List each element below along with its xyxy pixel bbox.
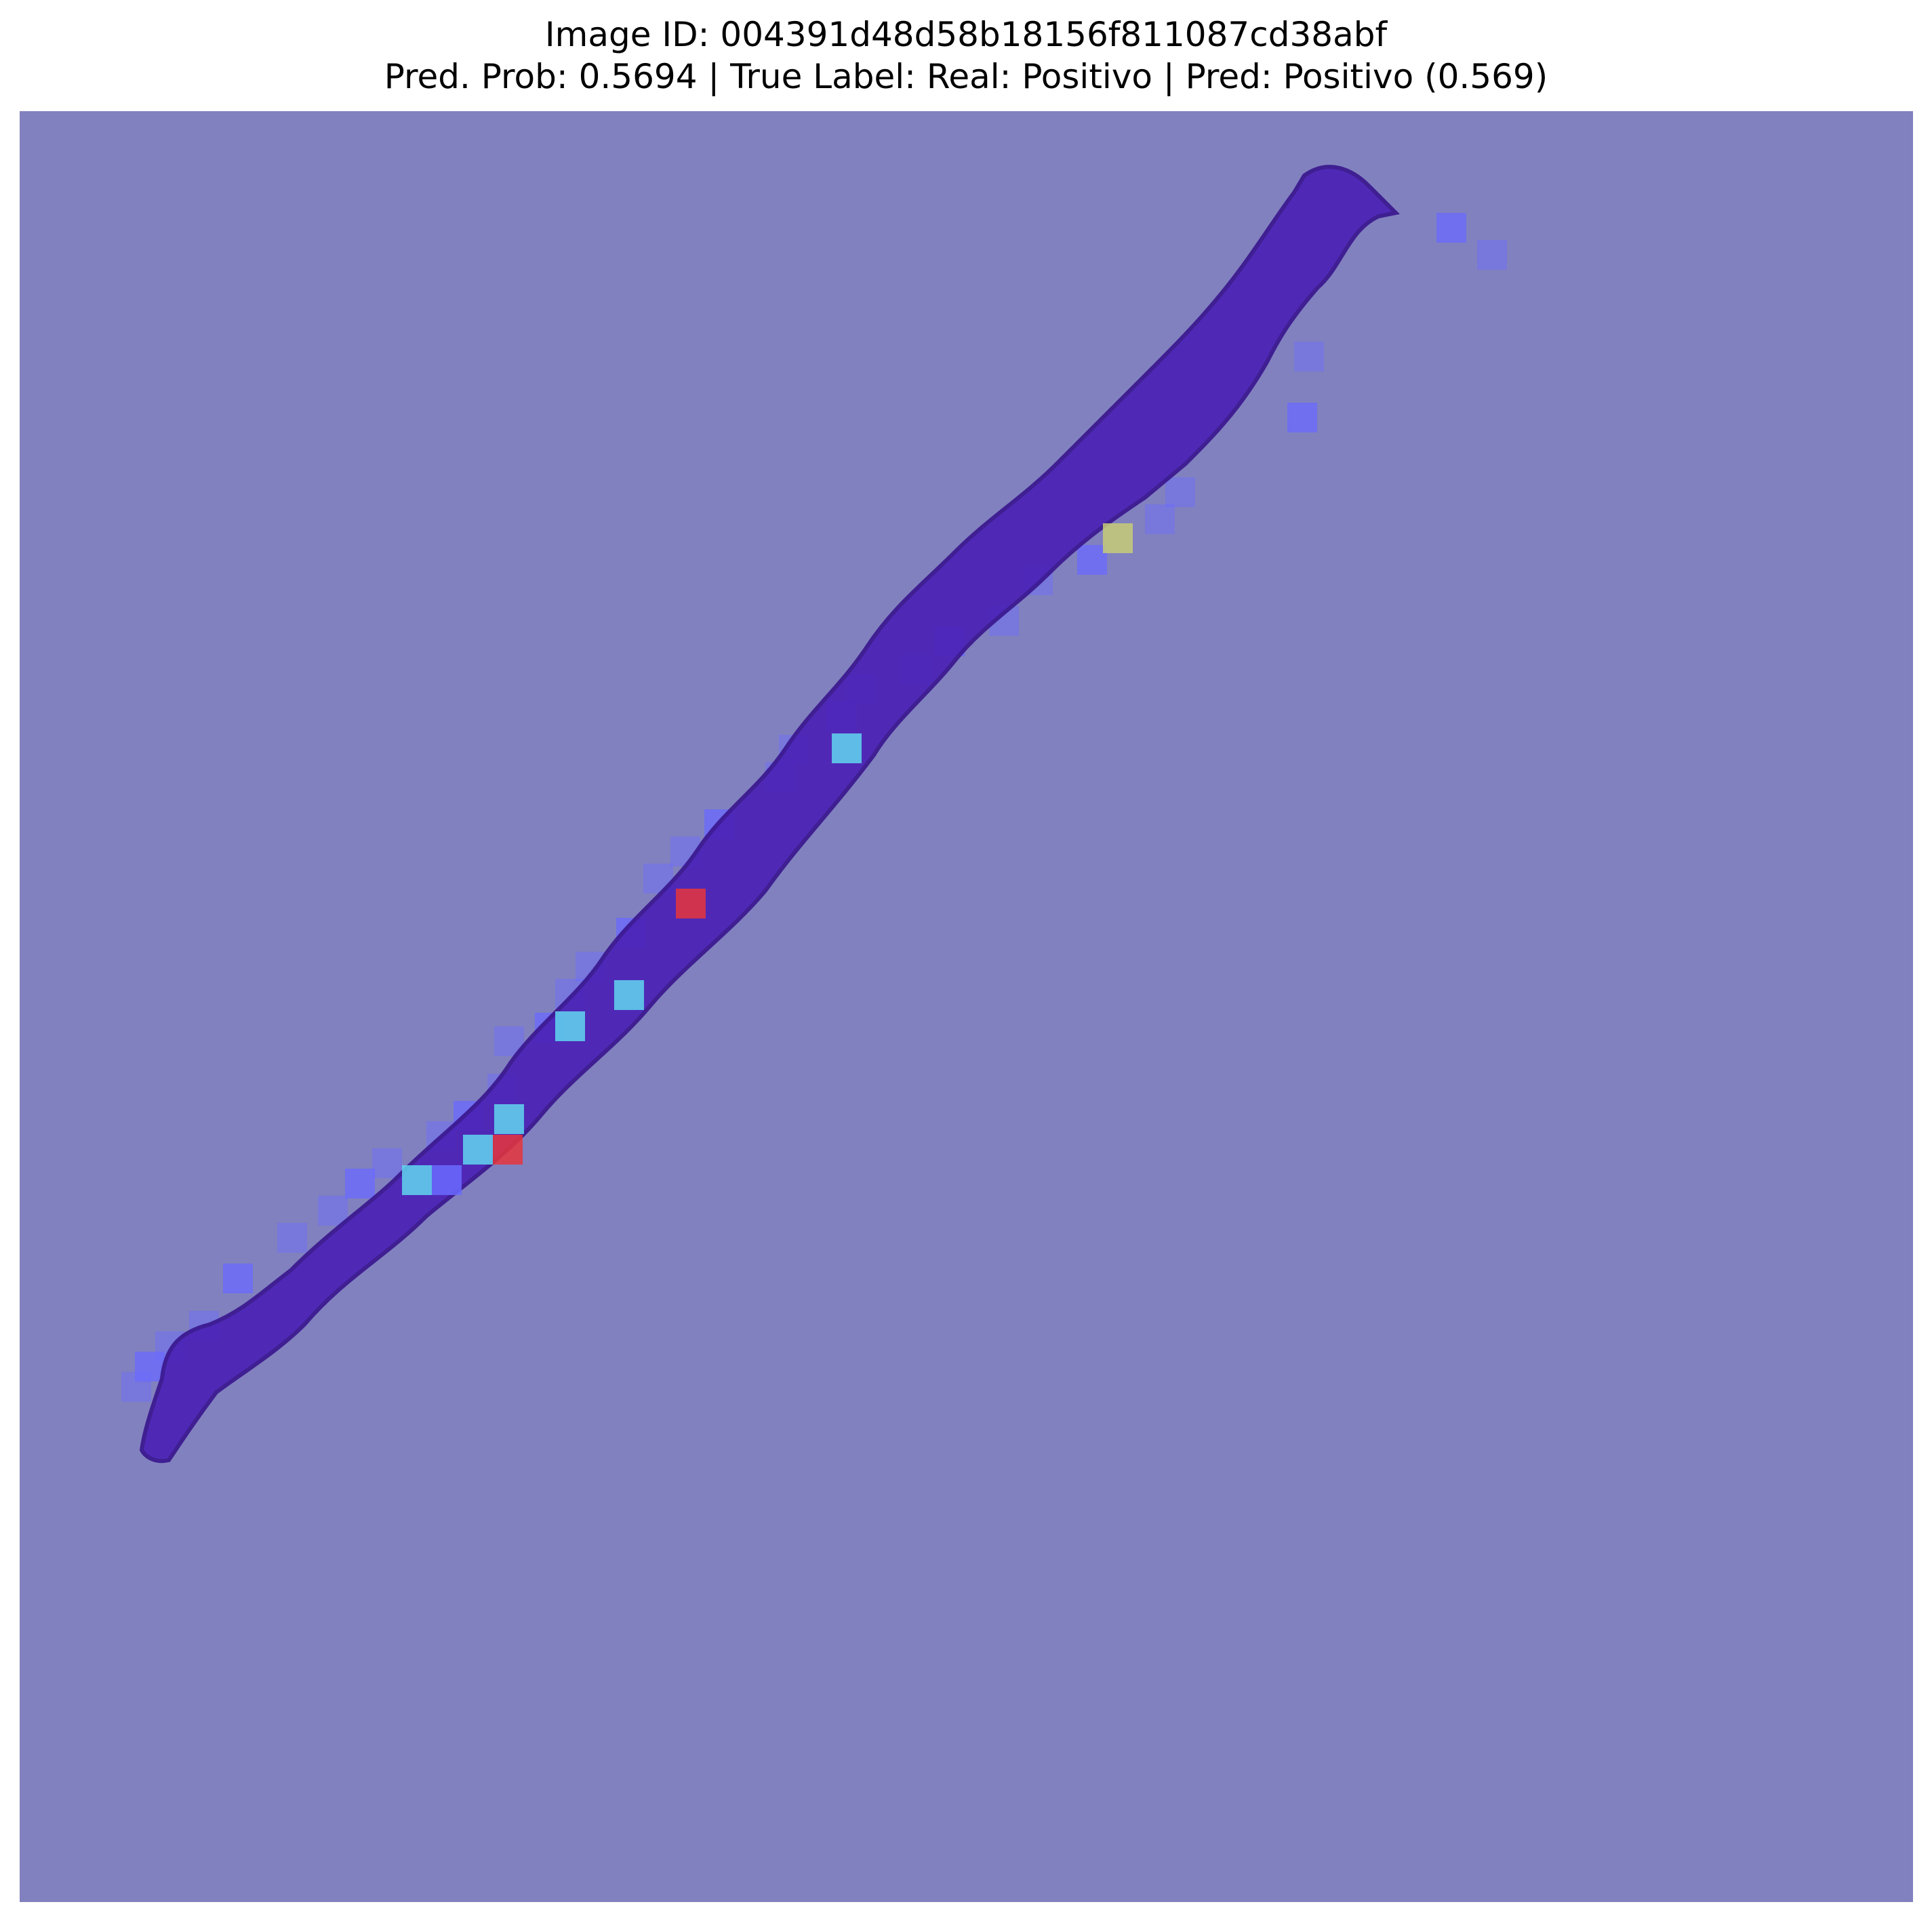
attention-tile-red [493, 1135, 523, 1165]
attention-tile-low [1145, 504, 1175, 534]
tissue-strip [139, 165, 1401, 1463]
heatmap-background [20, 111, 1913, 1902]
attention-tile-red [676, 889, 706, 918]
attention-tile-cyan [555, 1011, 585, 1041]
attention-tile-low [1477, 240, 1507, 270]
attention-tile-cyan [614, 980, 644, 1010]
attention-tile-cyan [832, 733, 862, 763]
prediction-subtitle: Pred. Prob: 0.5694 | True Label: Real: P… [384, 57, 1548, 96]
high-attention-tiles [402, 523, 1133, 1195]
attention-tile-low [135, 1352, 165, 1381]
attention-tile-low [1294, 342, 1324, 371]
attention-tile-low [318, 1196, 348, 1226]
attention-tile-low [345, 1169, 375, 1198]
attention-tile-low [121, 1372, 151, 1402]
attention-tile-cyan [463, 1135, 493, 1165]
attention-tile-low [223, 1264, 253, 1293]
attention-tile-low [1077, 545, 1107, 575]
heatmap-image [20, 111, 1913, 1902]
figure-title: Image ID: 004391d48d58b18156f811087cd38a… [0, 14, 1932, 98]
attention-tile-low [432, 1165, 462, 1195]
image-id-title: Image ID: 004391d48d58b18156f811087cd38a… [544, 15, 1388, 54]
attention-tile-yellow [1103, 523, 1133, 553]
attention-tile-low [1165, 477, 1195, 507]
attention-tile-low [1287, 403, 1317, 432]
attention-tile-low [372, 1148, 402, 1178]
attention-tile-low [1436, 213, 1466, 243]
heatmap-overlay-svg [20, 111, 1913, 1902]
attention-tile-low [277, 1223, 307, 1253]
attention-tile-cyan [494, 1104, 524, 1134]
attention-tile-cyan [402, 1165, 432, 1195]
